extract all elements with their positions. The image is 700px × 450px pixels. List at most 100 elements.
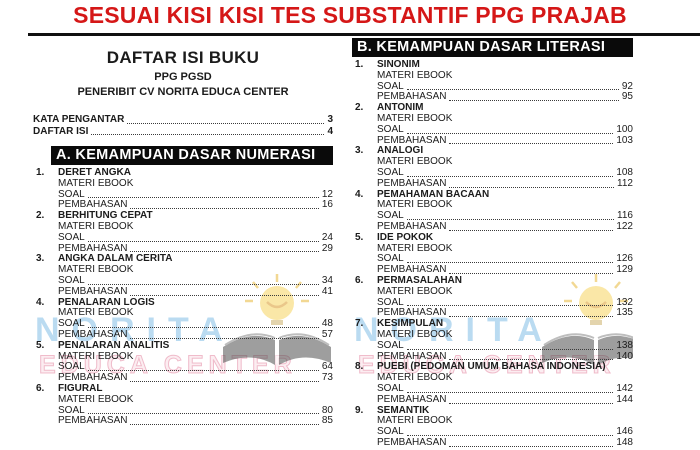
pembahasan-label: PEMBAHASAN xyxy=(58,372,128,384)
pembahasan-page-number: 57 xyxy=(321,328,333,340)
pembahasan-page-number: 103 xyxy=(616,134,633,146)
toc-item: 4. PENALARAN LOGIS MATERI EBOOK SOAL 48 … xyxy=(33,296,333,341)
soal-page-number: 12 xyxy=(321,188,333,200)
section-a-header: A. KEMAMPUAN DASAR NUMERASI xyxy=(51,146,333,165)
item-title: DERET ANGKA xyxy=(58,167,131,178)
pembahasan-label: PEMBAHASAN xyxy=(377,177,447,189)
pembahasan-label: PEMBAHASAN xyxy=(58,242,128,254)
dot-leader xyxy=(449,402,614,404)
soal-page-number: 126 xyxy=(616,253,633,265)
toc-item: 5. PENALARAN ANALITIS MATERI EBOOK SOAL … xyxy=(33,339,333,384)
item-title: PERMASALAHAN xyxy=(377,274,462,286)
item-title: KESIMPULAN xyxy=(377,318,444,330)
item-number: 4. xyxy=(36,296,45,308)
pembahasan-label: PEMBAHASAN xyxy=(377,91,447,103)
toc-item: 8. PUEBI (PEDOMAN UMUM BAHASA INDONESIA)… xyxy=(352,362,633,405)
pembahasan-page-number: 112 xyxy=(617,177,633,189)
soal-page-number: 34 xyxy=(321,274,333,286)
toc-item: 1. DERET ANGKA MATERI EBOOK SOAL 12 PEMB… xyxy=(33,167,333,211)
item-number: 3. xyxy=(36,253,45,265)
materi-ebook-label: MATERI EBOOK xyxy=(377,156,453,168)
entry-label: DAFTAR ISI xyxy=(33,125,89,137)
page-number: 3 xyxy=(327,114,333,125)
pembahasan-page-number: 85 xyxy=(321,415,333,427)
pembahasan-page-number: 129 xyxy=(616,264,633,276)
dot-leader xyxy=(406,132,614,134)
toc-item: 2. BERHITUNG CEPAT MATERI EBOOK SOAL 24 … xyxy=(33,210,333,254)
pembahasan-row: PEMBAHASAN 148 xyxy=(377,437,633,449)
toc-item: 9. SEMANTIK MATERI EBOOK SOAL 146 PEMBAH… xyxy=(352,404,633,449)
soal-label: SOAL xyxy=(377,123,404,135)
materi-ebook-label: MATERI EBOOK xyxy=(377,415,453,427)
soal-page-number: 116 xyxy=(617,210,633,222)
item-number: 1. xyxy=(36,167,45,178)
soal-page-number: 146 xyxy=(616,426,633,438)
materi-ebook-label: MATERI EBOOK xyxy=(58,177,134,189)
item-title: FIGURAL xyxy=(58,382,103,394)
toc-item: 6. PERMASALAHAN MATERI EBOOK SOAL 132 PE… xyxy=(352,274,633,319)
soal-label: SOAL xyxy=(58,274,85,286)
soal-row: SOAL 138 xyxy=(377,339,633,352)
pembahasan-row: PEMBAHASAN 73 xyxy=(58,372,333,384)
dot-leader xyxy=(449,272,614,274)
materi-ebook-label: MATERI EBOOK xyxy=(58,307,134,319)
dot-leader xyxy=(87,326,319,328)
soal-row: SOAL 116 xyxy=(377,210,633,222)
toc-item-title-row: 3. ANALOGI xyxy=(352,146,633,157)
item-title: SINONIM xyxy=(377,59,420,70)
toc-entry-kata-pengantar: KATA PENGANTAR 3 xyxy=(33,114,333,126)
pembahasan-label: PEMBAHASAN xyxy=(377,264,447,276)
soal-row: SOAL 108 xyxy=(377,166,633,179)
dot-leader xyxy=(130,380,319,382)
soal-row: SOAL 34 xyxy=(58,274,333,287)
materi-ebook-label: MATERI EBOOK xyxy=(58,264,134,276)
soal-row: SOAL 92 xyxy=(377,80,633,93)
right-column: NORITA EDUCA CENTER B. KEMAMPUAN xyxy=(352,38,633,449)
dot-leader xyxy=(449,445,614,447)
soal-page-number: 24 xyxy=(321,231,333,243)
soal-label: SOAL xyxy=(377,339,404,351)
soal-page-number: 80 xyxy=(321,404,333,416)
toc-item: 4. PEMAHAMAN BACAAN MATERI EBOOK SOAL 11… xyxy=(352,188,633,233)
pembahasan-page-number: 144 xyxy=(616,393,633,405)
item-title: BERHITUNG CEPAT xyxy=(58,210,153,222)
soal-label: SOAL xyxy=(377,80,404,92)
soal-page-number: 108 xyxy=(616,166,633,178)
materi-ebook-label: MATERI EBOOK xyxy=(377,285,453,297)
pembahasan-label: PEMBAHASAN xyxy=(377,220,447,232)
dot-leader xyxy=(406,175,614,177)
item-title: SEMANTIK xyxy=(377,404,430,416)
soal-page-number: 142 xyxy=(616,382,633,394)
toc-item-title-row: 5. IDE POKOK xyxy=(352,232,633,244)
dot-leader xyxy=(406,434,614,436)
section-b-header: B. KEMAMPUAN DASAR LITERASI xyxy=(352,38,633,57)
materi-ebook-label: MATERI EBOOK xyxy=(58,393,134,405)
soal-label: SOAL xyxy=(377,166,404,178)
dot-leader xyxy=(449,359,614,361)
soal-page-number: 138 xyxy=(616,339,633,351)
pembahasan-label: PEMBAHASAN xyxy=(377,134,447,146)
dot-leader xyxy=(130,337,319,339)
materi-ebook-label: MATERI EBOOK xyxy=(377,242,453,254)
left-column: NORITA EDUCA CENTER DAFTAR ISI B xyxy=(33,38,333,427)
item-number: 8. xyxy=(355,361,364,373)
item-title: ANTONIM xyxy=(377,102,424,114)
pembahasan-page-number: 140 xyxy=(616,350,633,362)
toc-item-title-row: 7. KESIMPULAN xyxy=(352,318,633,330)
materi-ebook-label: MATERI EBOOK xyxy=(377,372,453,384)
soal-label: SOAL xyxy=(58,361,85,373)
materi-ebook-label: MATERI EBOOK xyxy=(377,69,453,81)
soal-row: SOAL 24 xyxy=(58,231,333,244)
materi-ebook-label: MATERI EBOOK xyxy=(377,328,453,340)
pembahasan-page-number: 16 xyxy=(321,199,333,211)
soal-row: SOAL 100 xyxy=(377,123,633,136)
entry-label: KATA PENGANTAR xyxy=(33,114,125,125)
soal-page-number: 48 xyxy=(321,318,333,330)
item-title: PENALARAN ANALITIS xyxy=(58,339,170,351)
dot-leader xyxy=(87,370,319,372)
soal-label: SOAL xyxy=(377,382,404,394)
soal-page-number: 100 xyxy=(616,123,633,135)
soal-label: SOAL xyxy=(377,253,404,265)
item-number: 4. xyxy=(355,188,364,200)
